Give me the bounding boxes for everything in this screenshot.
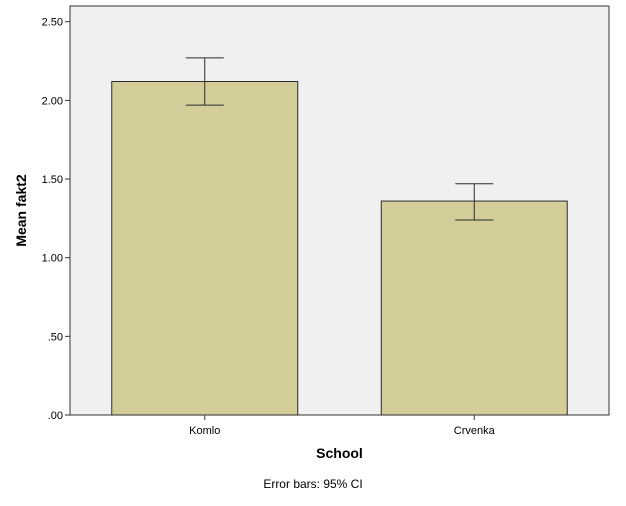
y-tick-label: 1.00: [42, 253, 63, 265]
y-tick-label: 1.50: [42, 174, 63, 186]
error-bars-footnote: Error bars: 95% CI: [263, 477, 362, 491]
x-axis: Komlo Crvenka: [189, 415, 496, 437]
x-tick-label-crvenka: Crvenka: [454, 425, 496, 437]
y-tick-label: 2.50: [42, 17, 63, 29]
error-bars-layer: [185, 57, 494, 221]
y-axis: .00 .50 1.00 1.50 2.00 2.50: [42, 17, 70, 422]
y-tick-label: .50: [48, 331, 63, 343]
y-tick-label: .00: [48, 410, 63, 422]
bar-crvenka: [380, 200, 568, 416]
error-bar-komlo: [185, 57, 224, 106]
y-axis-label: Mean fakt2: [13, 174, 29, 247]
y-tick-label: 2.00: [42, 95, 63, 107]
error-bar-crvenka: [455, 183, 494, 221]
x-axis-label: School: [316, 445, 363, 461]
bar-komlo: [111, 81, 299, 416]
x-tick-label-komlo: Komlo: [189, 425, 220, 437]
